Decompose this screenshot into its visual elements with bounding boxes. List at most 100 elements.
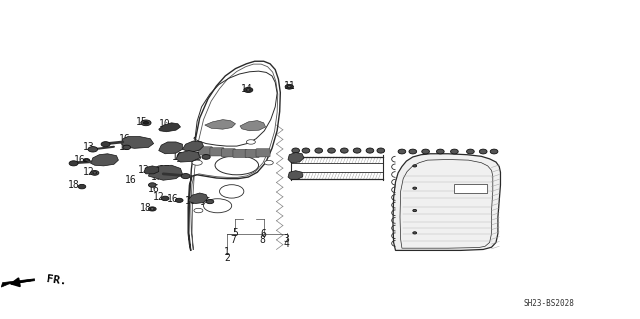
FancyBboxPatch shape xyxy=(210,148,224,156)
Polygon shape xyxy=(189,193,208,204)
Text: 16: 16 xyxy=(125,175,137,185)
Polygon shape xyxy=(148,165,182,180)
Text: SH23-BS2028: SH23-BS2028 xyxy=(524,299,575,308)
Text: 15: 15 xyxy=(200,197,212,207)
Ellipse shape xyxy=(413,232,417,234)
Polygon shape xyxy=(144,166,159,174)
Circle shape xyxy=(246,140,255,144)
Ellipse shape xyxy=(353,148,361,153)
Text: 12: 12 xyxy=(153,192,164,202)
Ellipse shape xyxy=(148,207,156,211)
Polygon shape xyxy=(159,142,182,154)
Text: 17: 17 xyxy=(159,165,171,175)
Ellipse shape xyxy=(490,149,498,154)
Ellipse shape xyxy=(413,187,417,189)
Text: 18: 18 xyxy=(140,203,152,213)
Ellipse shape xyxy=(220,185,244,198)
Text: 14: 14 xyxy=(241,84,252,94)
Ellipse shape xyxy=(244,87,253,93)
Text: 13: 13 xyxy=(83,142,94,152)
Ellipse shape xyxy=(83,159,90,162)
FancyBboxPatch shape xyxy=(198,147,212,155)
Ellipse shape xyxy=(328,148,335,153)
Ellipse shape xyxy=(123,145,131,150)
Polygon shape xyxy=(288,152,304,163)
FancyBboxPatch shape xyxy=(454,184,488,194)
Circle shape xyxy=(264,160,273,165)
Ellipse shape xyxy=(302,148,310,153)
FancyBboxPatch shape xyxy=(221,149,236,157)
Ellipse shape xyxy=(285,84,294,89)
Text: 16: 16 xyxy=(74,155,86,165)
Text: 8: 8 xyxy=(259,235,266,245)
Circle shape xyxy=(192,160,202,165)
Text: 17: 17 xyxy=(151,172,163,182)
FancyBboxPatch shape xyxy=(245,149,259,158)
Ellipse shape xyxy=(143,122,148,124)
Text: 1: 1 xyxy=(224,247,230,257)
Ellipse shape xyxy=(422,149,429,154)
Text: 9: 9 xyxy=(175,154,181,165)
Text: 3: 3 xyxy=(284,234,290,244)
Ellipse shape xyxy=(141,120,151,126)
Ellipse shape xyxy=(206,200,214,204)
FancyBboxPatch shape xyxy=(256,149,270,157)
Text: 10: 10 xyxy=(159,119,171,130)
Ellipse shape xyxy=(88,147,98,152)
Ellipse shape xyxy=(101,142,110,147)
Text: 4: 4 xyxy=(284,239,290,249)
Text: 15: 15 xyxy=(191,152,203,162)
Ellipse shape xyxy=(413,209,417,212)
Polygon shape xyxy=(205,120,236,129)
FancyBboxPatch shape xyxy=(233,149,247,158)
Text: 9: 9 xyxy=(175,143,181,153)
Ellipse shape xyxy=(413,165,417,167)
Text: 15: 15 xyxy=(136,117,148,127)
Ellipse shape xyxy=(467,149,474,154)
Ellipse shape xyxy=(366,148,374,153)
Ellipse shape xyxy=(292,148,300,153)
Ellipse shape xyxy=(451,149,458,154)
Polygon shape xyxy=(393,154,500,250)
Ellipse shape xyxy=(215,156,259,175)
Text: 15: 15 xyxy=(119,142,131,152)
Ellipse shape xyxy=(202,155,210,160)
Ellipse shape xyxy=(150,208,154,210)
Text: 10: 10 xyxy=(185,196,196,206)
Polygon shape xyxy=(240,121,266,131)
Polygon shape xyxy=(288,171,303,179)
Text: 12: 12 xyxy=(83,167,94,177)
Ellipse shape xyxy=(340,148,348,153)
Ellipse shape xyxy=(398,149,406,154)
Text: 11: 11 xyxy=(284,81,295,91)
Text: 2: 2 xyxy=(224,253,230,263)
Ellipse shape xyxy=(315,148,323,153)
Polygon shape xyxy=(176,151,200,162)
Text: 16: 16 xyxy=(172,152,184,162)
Ellipse shape xyxy=(175,198,183,203)
Text: 13: 13 xyxy=(138,165,150,175)
Circle shape xyxy=(204,199,232,213)
Polygon shape xyxy=(1,279,35,287)
Text: 16: 16 xyxy=(119,134,131,144)
Text: FR.: FR. xyxy=(46,274,68,286)
Text: 6: 6 xyxy=(260,228,267,239)
Ellipse shape xyxy=(161,196,169,201)
Polygon shape xyxy=(122,137,154,148)
Ellipse shape xyxy=(91,170,99,175)
Polygon shape xyxy=(159,123,180,132)
Text: 5: 5 xyxy=(232,228,238,238)
Ellipse shape xyxy=(479,149,487,154)
Text: 16: 16 xyxy=(167,194,179,204)
Ellipse shape xyxy=(436,149,444,154)
Text: 18: 18 xyxy=(68,180,79,190)
Text: 7: 7 xyxy=(230,235,237,245)
Circle shape xyxy=(194,208,203,213)
Ellipse shape xyxy=(181,174,190,179)
Ellipse shape xyxy=(377,148,385,153)
Ellipse shape xyxy=(409,149,417,154)
Ellipse shape xyxy=(246,89,250,91)
Polygon shape xyxy=(91,154,118,166)
Text: 16: 16 xyxy=(148,184,159,194)
Ellipse shape xyxy=(78,184,86,189)
